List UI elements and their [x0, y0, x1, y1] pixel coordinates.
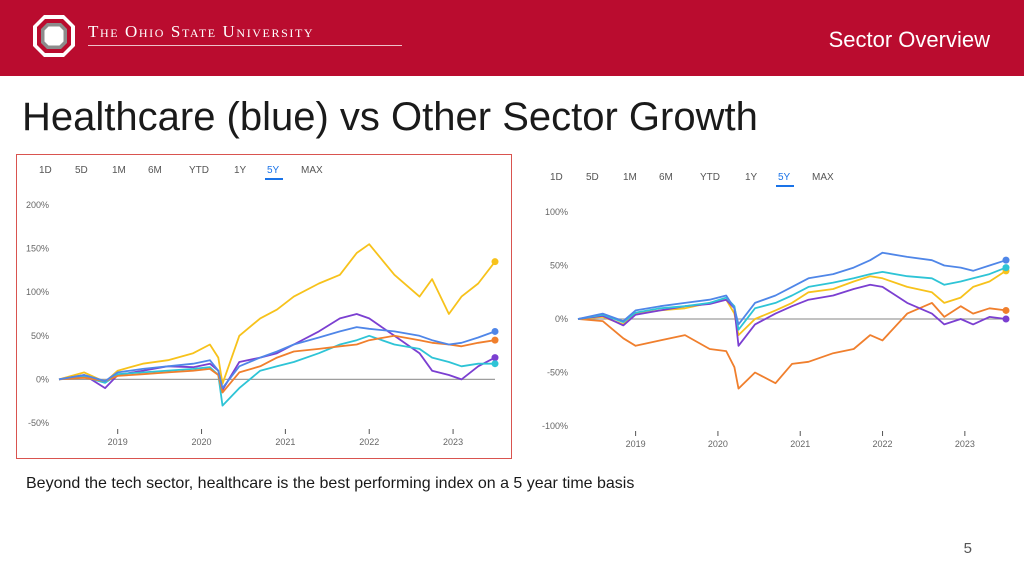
range-button-6m[interactable]: 6M [659, 172, 673, 183]
university-underline [88, 45, 402, 46]
series-endpoint-orange [491, 336, 499, 344]
chart-right-panel: 1D 5D 1M 6M YTD 1Y 5Y MAX 100% 50% 0% -50% -100% 2019… [528, 156, 1018, 458]
slide-header: The Ohio State University Sector Overvie… [0, 0, 1024, 76]
series-endpoint-blue [491, 327, 499, 335]
x-tick-label: 2019 [108, 437, 128, 447]
range-selected-underline [265, 178, 283, 180]
range-button-1m[interactable]: 1M [623, 172, 637, 183]
chart-left: 1D 5D 1M 6M YTD 1Y 5Y MAX 200% 150% 100% 50% 0% -50% 2… [26, 165, 499, 447]
series-line-cyan [58, 334, 495, 407]
y-tick-label: -50% [28, 418, 49, 428]
x-tick-label: 2021 [275, 437, 295, 447]
range-button-1d[interactable]: 1D [550, 172, 563, 183]
range-button-max[interactable]: MAX [301, 165, 323, 176]
range-button-ytd[interactable]: YTD [189, 165, 209, 176]
y-tick-label: -50% [547, 368, 568, 378]
series-line-purple [58, 313, 496, 391]
range-button-1d[interactable]: 1D [39, 165, 52, 176]
series-line-blue [58, 326, 496, 390]
series-endpoint-orange [1002, 306, 1010, 314]
y-tick-label: 200% [26, 200, 49, 210]
range-button-1y[interactable]: 1Y [745, 172, 758, 183]
chart-left-panel: 1D 5D 1M 6M YTD 1Y 5Y MAX 200% 150% 100% 50% 0% -50% 2… [16, 154, 512, 459]
series-endpoint-cyan [1002, 264, 1010, 272]
series-endpoint-blue [1002, 256, 1010, 264]
series-endpoint-yellow [491, 258, 499, 266]
series-line-orange [577, 301, 1007, 390]
range-selected-underline [776, 185, 794, 187]
range-button-1m[interactable]: 1M [112, 165, 126, 176]
range-button-6m[interactable]: 6M [148, 165, 162, 176]
range-button-5d[interactable]: 5D [586, 172, 599, 183]
series-line-orange [58, 334, 496, 394]
section-label: Sector Overview [828, 27, 990, 52]
range-button-5y[interactable]: 5Y [778, 172, 791, 183]
series-line-yellow [58, 243, 496, 385]
series-line-cyan [577, 266, 1007, 331]
y-tick-label: 100% [26, 287, 49, 297]
range-button-5y[interactable]: 5Y [267, 165, 280, 176]
ohio-state-block-o-logo [33, 15, 75, 57]
series-endpoint-purple [491, 354, 499, 362]
series-line-blue [577, 251, 1007, 326]
y-tick-label: 0% [36, 374, 49, 384]
y-tick-label: 0% [555, 314, 568, 324]
x-tick-label: 2021 [790, 439, 810, 449]
range-button-1y[interactable]: 1Y [234, 165, 247, 176]
x-tick-label: 2020 [192, 437, 212, 447]
range-button-max[interactable]: MAX [812, 172, 834, 183]
x-tick-label: 2023 [955, 439, 975, 449]
y-tick-label: 100% [545, 207, 568, 217]
page-number: 5 [963, 540, 972, 557]
range-button-5d[interactable]: 5D [75, 165, 88, 176]
x-tick-label: 2020 [708, 439, 728, 449]
slide-title: Healthcare (blue) vs Other Sector Growth [22, 95, 758, 139]
series-endpoint-purple [1002, 315, 1010, 323]
slide-caption: Beyond the tech sector, healthcare is th… [26, 475, 635, 492]
x-tick-label: 2023 [443, 437, 463, 447]
y-tick-label: 150% [26, 244, 49, 254]
series-endpoint-cyan [491, 360, 499, 368]
range-button-ytd[interactable]: YTD [700, 172, 720, 183]
series-line-yellow [577, 270, 1007, 337]
chart-right: 1D 5D 1M 6M YTD 1Y 5Y MAX 100% 50% 0% -50% -100% 2019… [542, 172, 1010, 449]
series-line-purple [577, 283, 1007, 347]
y-tick-label: 50% [31, 331, 49, 341]
y-tick-label: -100% [542, 421, 568, 431]
x-tick-label: 2019 [626, 439, 646, 449]
y-tick-label: 50% [550, 261, 568, 271]
x-tick-label: 2022 [873, 439, 893, 449]
x-tick-label: 2022 [359, 437, 379, 447]
university-name: The Ohio State University [88, 22, 315, 41]
